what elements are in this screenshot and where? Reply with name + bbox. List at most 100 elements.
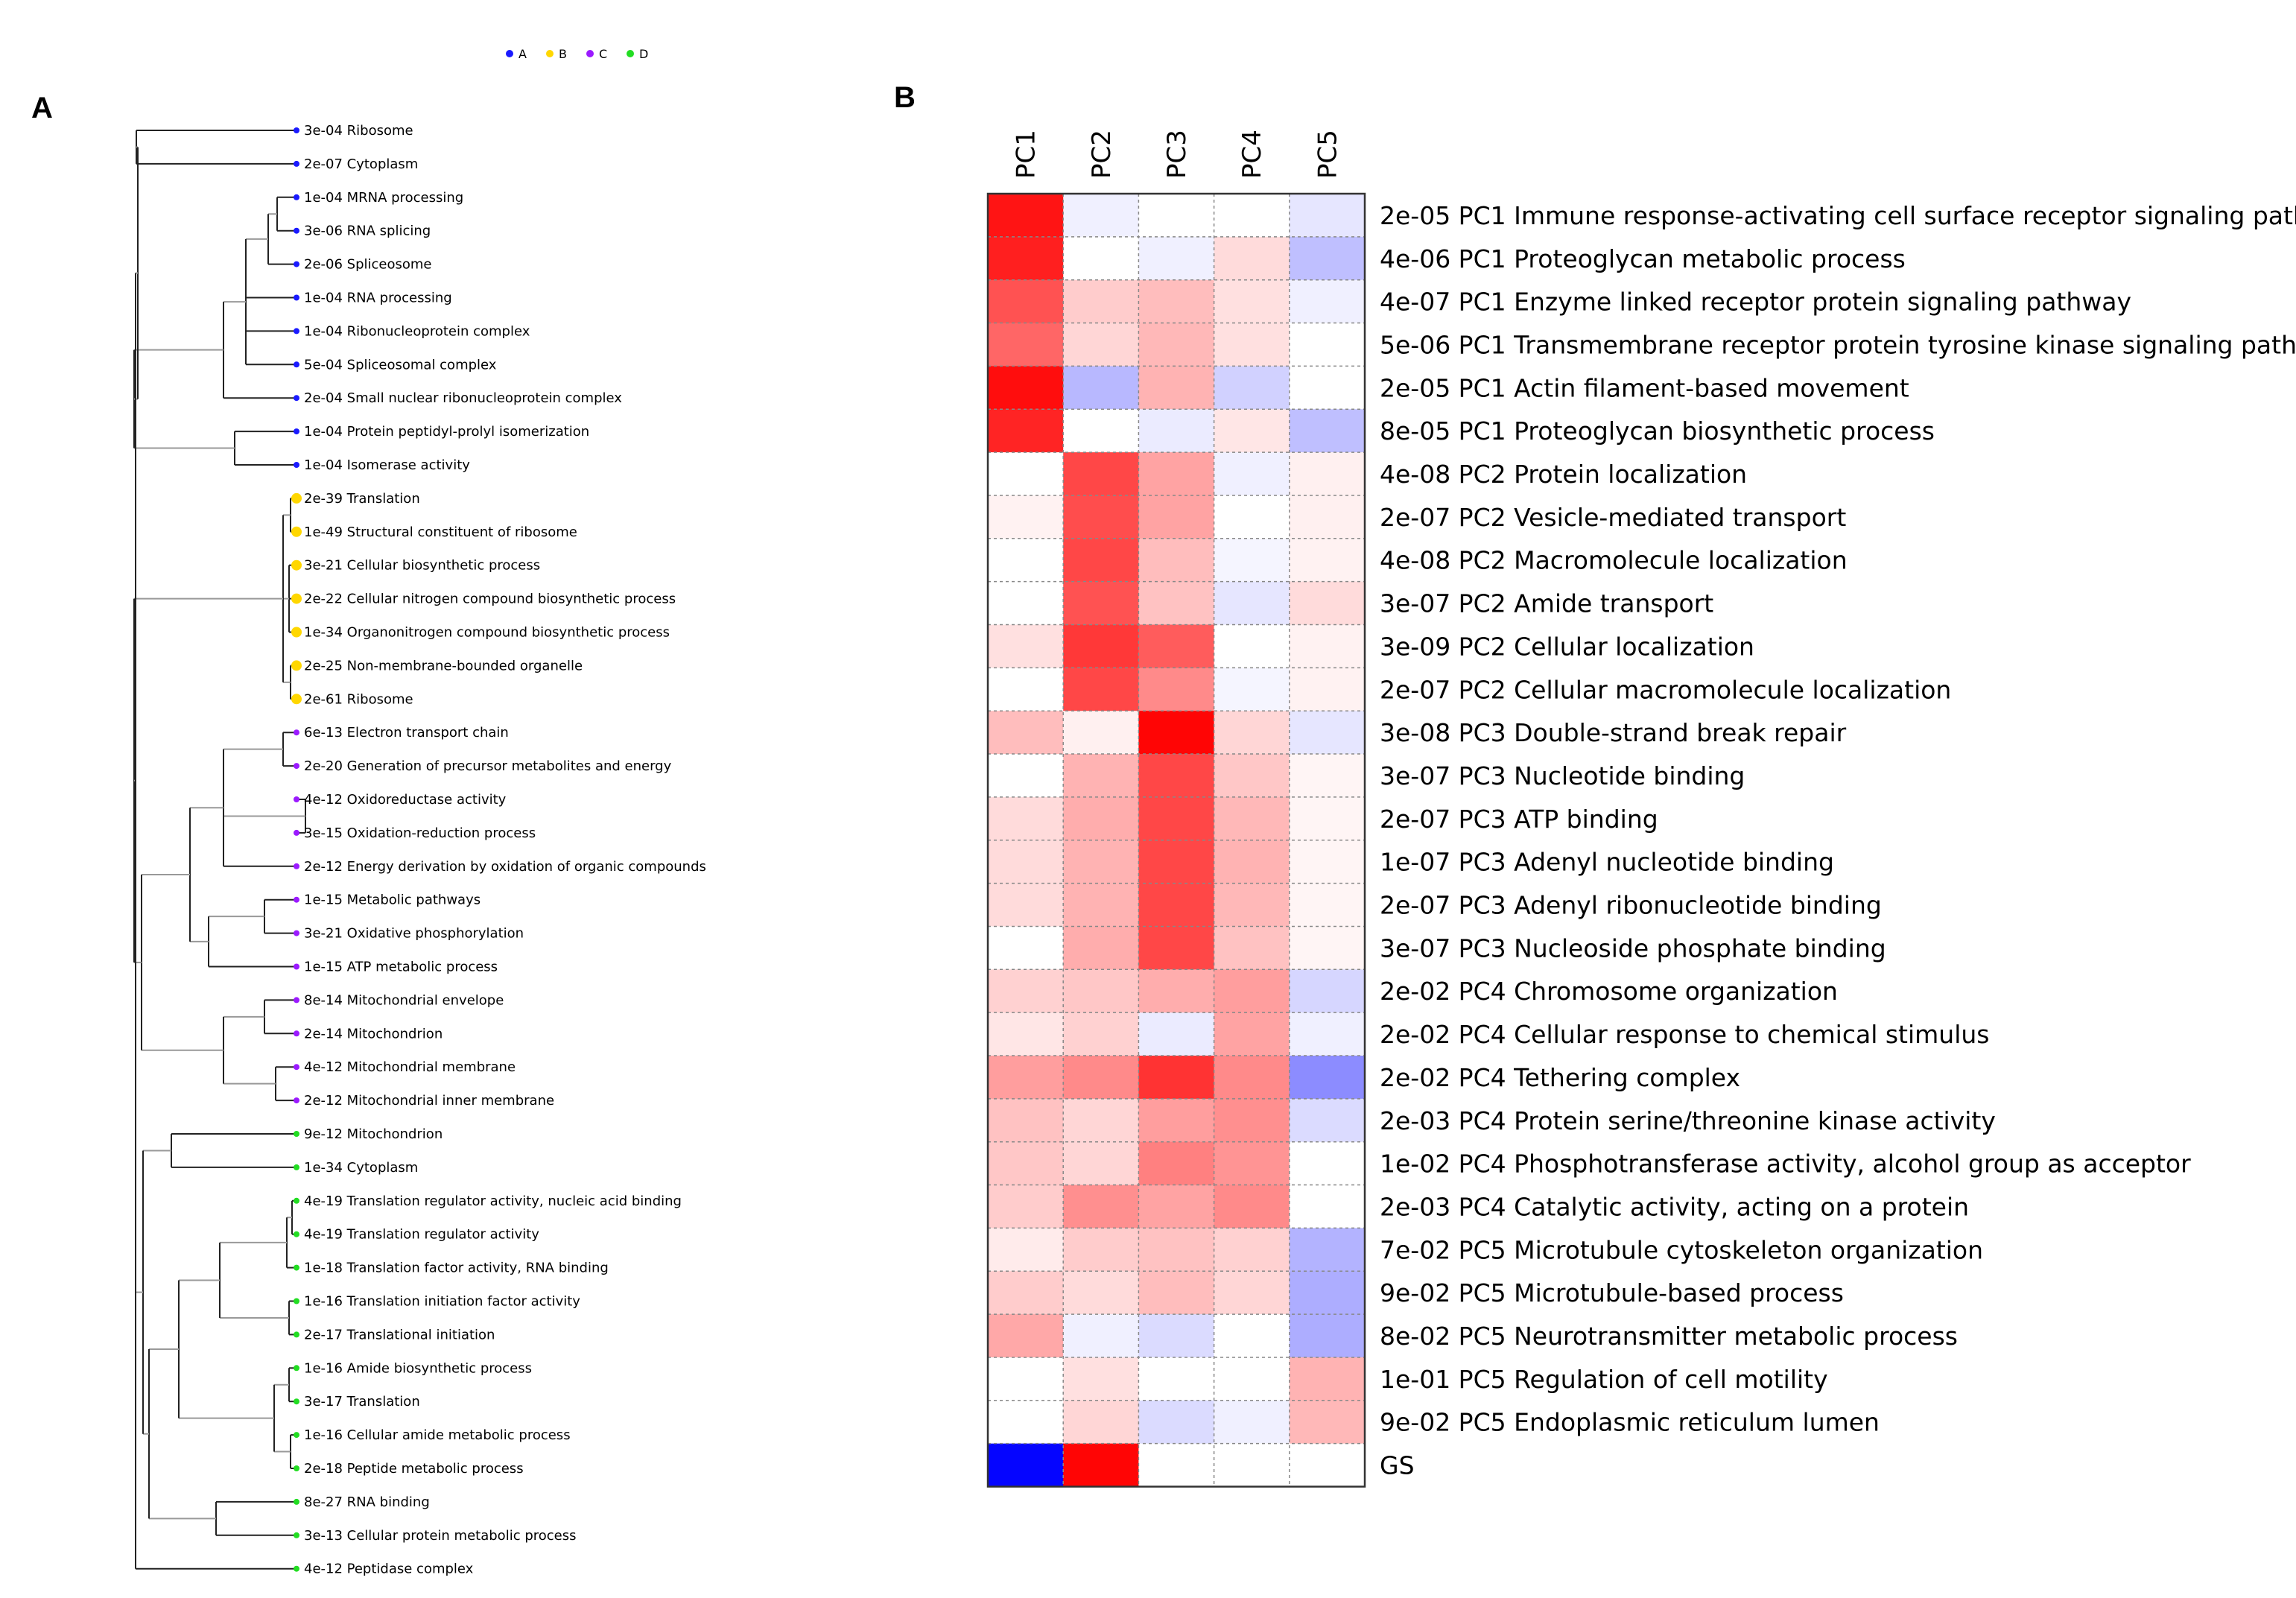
heatmap-cell xyxy=(1138,926,1215,970)
leaf-label: 1e-15 ATP metabolic process xyxy=(304,960,498,975)
heatmap-row-label: 3e-09 PC2 Cellular localization xyxy=(1380,632,1754,661)
heatmap-cell xyxy=(1063,1056,1139,1100)
leaf-dot xyxy=(294,462,299,468)
leaf-dot xyxy=(294,1365,299,1372)
leaf-label: 1e-04 Isomerase activity xyxy=(304,457,470,473)
legend-dot-b xyxy=(546,50,554,57)
heatmap-row-label: 8e-02 PC5 Neurotransmitter metabolic pro… xyxy=(1380,1322,1958,1351)
heatmap-cell xyxy=(1063,926,1139,970)
leaf-label: 3e-21 Oxidative phosphorylation xyxy=(304,926,524,942)
heatmap-cell xyxy=(1138,495,1215,539)
heatmap-cell xyxy=(1063,1443,1139,1487)
heatmap-cell xyxy=(1214,926,1290,970)
leaf-label: 2e-06 Spliceosome xyxy=(304,257,431,273)
heatmap-row-label: 3e-07 PC3 Nucleoside phosphate binding xyxy=(1380,933,1886,963)
heatmap-row-label: 1e-02 PC4 Phosphotransferase activity, a… xyxy=(1380,1150,2191,1179)
heatmap-cell xyxy=(1289,1443,1366,1487)
leaf-label: 1e-16 Cellular amide metabolic process xyxy=(304,1427,571,1443)
heatmap-row-label: 2e-07 PC2 Cellular macromolecule localiz… xyxy=(1380,675,1951,704)
heatmap-cell xyxy=(1289,323,1366,367)
heatmap-row-label: 5e-06 PC1 Transmembrane receptor protein… xyxy=(1380,330,2296,359)
heatmap-cell xyxy=(1138,969,1215,1013)
heatmap-cell xyxy=(988,1012,1064,1056)
leaf-dot xyxy=(294,127,299,133)
leaf-dot xyxy=(294,997,299,1003)
heatmap-row-label: 7e-02 PC5 Microtubule cytoskeleton organ… xyxy=(1380,1235,1983,1264)
leaf-label: 1e-15 Metabolic pathways xyxy=(304,892,481,908)
panel-label-a: A xyxy=(31,92,53,124)
heatmap-cell xyxy=(988,883,1064,927)
leaf-dot xyxy=(294,1231,299,1237)
heatmap-cell xyxy=(1214,1185,1290,1228)
leaf-label: 1e-04 RNA processing xyxy=(304,291,452,306)
leaf-dot xyxy=(294,194,299,200)
heatmap-cell xyxy=(1289,1400,1366,1445)
leaf-dot xyxy=(294,1164,299,1170)
heatmap-cell xyxy=(1214,452,1290,496)
leaf-dot xyxy=(294,395,299,402)
leaf-label: 8e-14 Mitochondrial envelope xyxy=(304,992,504,1008)
leaf-label: 1e-04 Ribonucleoprotein complex xyxy=(304,323,530,339)
heatmap-cell xyxy=(988,840,1064,884)
leaf-dot xyxy=(294,796,299,802)
heatmap-row-label: 1e-07 PC3 Adenyl nucleotide binding xyxy=(1380,848,1834,877)
heatmap-row-label: 1e-01 PC5 Regulation of cell motility xyxy=(1380,1365,1828,1394)
leaf-dot xyxy=(294,227,299,234)
heatmap-cell xyxy=(1138,840,1215,884)
leaf-label: 3e-06 RNA splicing xyxy=(304,223,431,239)
leaf-label: 2e-12 Mitochondrial inner membrane xyxy=(304,1093,554,1109)
leaf-dot xyxy=(294,1264,299,1271)
heatmap-cell xyxy=(1214,796,1290,841)
heatmap-cell xyxy=(1289,1056,1366,1100)
legend-label-d: D xyxy=(639,47,648,61)
leaf-label: 2e-25 Non-membrane-bounded organelle xyxy=(304,658,583,673)
heatmap-cell xyxy=(988,1443,1064,1487)
heatmap-cell xyxy=(988,796,1064,841)
leaf-dot xyxy=(294,1030,299,1037)
leaf-dot xyxy=(294,1398,299,1405)
heatmap-row-label: 2e-07 PC3 ATP binding xyxy=(1380,805,1658,834)
leaf-dot xyxy=(294,863,299,869)
heatmap-cell xyxy=(988,538,1064,583)
heatmap-row-label: 4e-07 PC1 Enzyme linked receptor protein… xyxy=(1380,288,2131,317)
leaf-label: 2e-61 Ribosome xyxy=(304,691,413,707)
heatmap-cell xyxy=(1138,624,1215,668)
leaf-dot xyxy=(291,526,302,537)
heatmap-cell xyxy=(1138,1098,1215,1143)
heatmap-cell xyxy=(1289,969,1366,1013)
leaf-label: 3e-13 Cellular protein metabolic process xyxy=(304,1528,576,1544)
leaf-label: 3e-21 Cellular biosynthetic process xyxy=(304,558,540,574)
heatmap-cell xyxy=(1063,1141,1139,1186)
leaf-dot xyxy=(294,160,299,167)
heatmap-cell xyxy=(1063,366,1139,410)
heatmap-cell xyxy=(1138,581,1215,625)
legend-dot-a xyxy=(506,50,513,57)
leaf-dot xyxy=(294,829,299,836)
heatmap-cell xyxy=(1138,1314,1215,1358)
heatmap-row-label: 9e-02 PC5 Microtubule-based process xyxy=(1380,1278,1844,1307)
heatmap-cell xyxy=(1289,1314,1366,1358)
heatmap-cell xyxy=(1289,194,1366,238)
heatmap-cell xyxy=(1063,1314,1139,1358)
heatmap-cell xyxy=(1214,495,1290,539)
heatmap-cell xyxy=(988,754,1064,798)
heatmap-cell xyxy=(1214,1271,1290,1315)
heatmap-column-label: PC3 xyxy=(1162,130,1192,179)
leaf-dot xyxy=(294,896,299,903)
heatmap-cell xyxy=(1214,1056,1290,1100)
heatmap-cell xyxy=(1138,1357,1215,1401)
heatmap-cell xyxy=(1138,1012,1215,1056)
leaf-label: 2e-14 Mitochondrion xyxy=(304,1026,443,1041)
heatmap-cell xyxy=(1214,668,1290,711)
heatmap-cells xyxy=(988,194,1366,1487)
heatmap-row-label: 3e-08 PC3 Double-strand break repair xyxy=(1380,718,1847,747)
heatmap-cell xyxy=(988,1314,1064,1358)
heatmap-cell xyxy=(1138,1400,1215,1445)
legend-label-b: B xyxy=(559,47,567,61)
leaf-label: 1e-34 Cytoplasm xyxy=(304,1160,418,1176)
heatmap-cell xyxy=(1138,323,1215,367)
heatmap-cell xyxy=(988,366,1064,410)
heatmap-column-label: PC5 xyxy=(1313,130,1342,179)
heatmap-cell xyxy=(1214,1400,1290,1445)
